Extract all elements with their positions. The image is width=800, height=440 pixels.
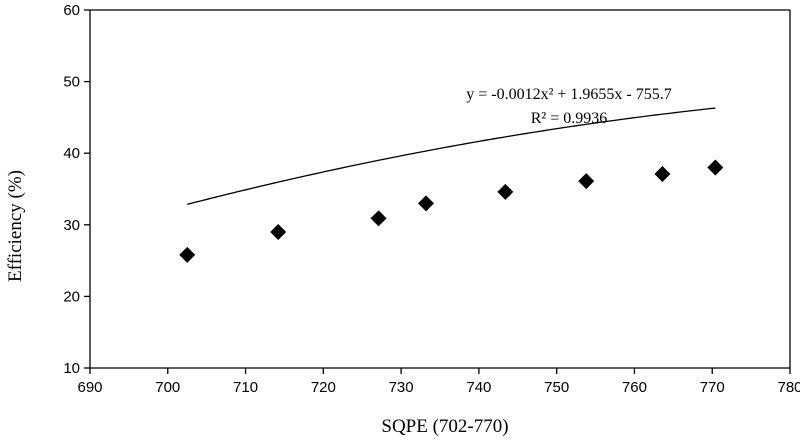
trendline-equation: y = -0.0012x² + 1.9655x - 755.7 xyxy=(466,86,672,103)
x-tick-label: 700 xyxy=(155,379,180,396)
data-point-marker xyxy=(270,223,287,240)
y-axis-ticks: 10 20 30 40 50 60 xyxy=(63,2,90,377)
data-point-marker xyxy=(497,183,514,200)
x-tick-label: 780 xyxy=(777,379,800,396)
y-tick-label: 10 xyxy=(63,360,80,377)
x-tick-label: 690 xyxy=(77,379,102,396)
data-point-marker xyxy=(418,195,434,212)
y-tick-label: 20 xyxy=(63,288,80,305)
x-tick-label: 750 xyxy=(544,379,569,396)
data-points xyxy=(179,159,724,263)
x-tick-label: 760 xyxy=(622,379,647,396)
x-axis-ticks: 690 700 710 720 730 740 750 760 770 780 xyxy=(77,368,800,396)
data-point-marker xyxy=(179,246,196,263)
x-tick-label: 720 xyxy=(311,379,336,396)
y-axis-title: Efficiency (%) xyxy=(5,170,26,282)
x-tick-label: 740 xyxy=(466,379,491,396)
data-point-marker xyxy=(707,159,724,176)
x-tick-label: 730 xyxy=(389,379,414,396)
y-tick-label: 30 xyxy=(63,217,80,234)
trendline-curve xyxy=(187,107,716,205)
x-axis-title: SQPE (702-770) xyxy=(381,416,508,437)
data-point-marker xyxy=(654,165,671,182)
x-tick-label: 770 xyxy=(700,379,725,396)
y-tick-label: 60 xyxy=(63,2,80,19)
trendline-r-squared: R² = 0.9936 xyxy=(531,110,608,127)
x-tick-label: 710 xyxy=(233,379,258,396)
data-point-marker xyxy=(578,173,595,190)
y-tick-label: 50 xyxy=(63,74,80,91)
y-tick-label: 40 xyxy=(63,145,80,162)
data-point-marker xyxy=(370,210,387,227)
